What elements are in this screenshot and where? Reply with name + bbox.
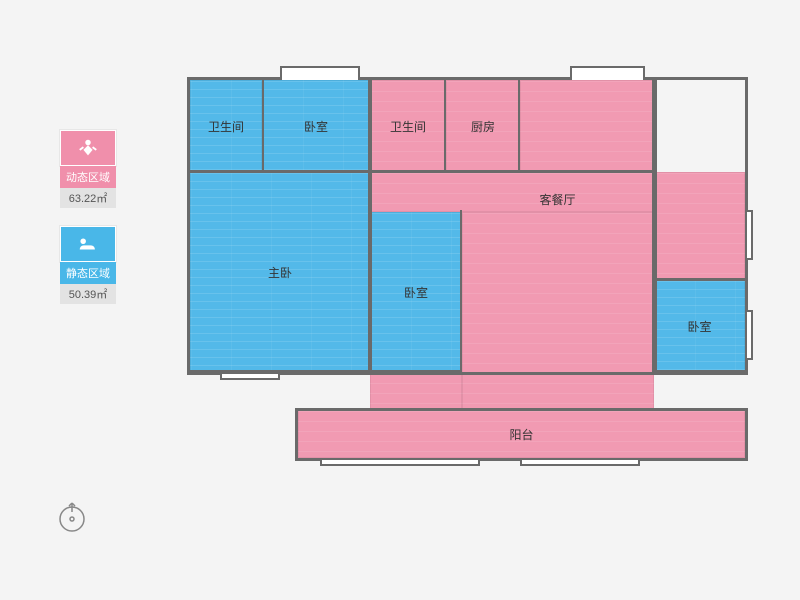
window-right-1 bbox=[745, 310, 753, 360]
wall-6 bbox=[652, 80, 655, 372]
window-bottom-2 bbox=[520, 458, 640, 466]
legend-static-icon bbox=[60, 226, 116, 262]
legend-static-value: 50.39㎡ bbox=[60, 284, 116, 304]
legend-dynamic: 动态区域 63.22㎡ bbox=[60, 130, 116, 208]
room-label-balcony: 阳台 bbox=[509, 426, 533, 443]
legend-static-title: 静态区域 bbox=[60, 262, 116, 284]
window-right-0 bbox=[745, 210, 753, 260]
wall-10 bbox=[298, 408, 745, 411]
room-balcony: 阳台 bbox=[298, 410, 745, 458]
room-label-bath1: 卫生间 bbox=[208, 118, 244, 135]
wall-0 bbox=[444, 80, 446, 172]
wall-1 bbox=[262, 80, 264, 172]
room-right_ext bbox=[654, 172, 745, 280]
top-bump-1 bbox=[570, 66, 645, 80]
top-bump-0 bbox=[280, 66, 360, 80]
wall-5 bbox=[460, 210, 462, 372]
wall-9 bbox=[654, 370, 745, 373]
wall-3 bbox=[518, 80, 520, 172]
room-living2 bbox=[462, 212, 654, 410]
legend-dynamic-value: 63.22㎡ bbox=[60, 188, 116, 208]
room-bath2: 卫生间 bbox=[370, 80, 446, 172]
room-label-bed_tm: 卧室 bbox=[304, 118, 328, 135]
legend-dynamic-icon bbox=[60, 130, 116, 166]
room-kitchen: 厨房 bbox=[446, 80, 520, 172]
compass-icon bbox=[55, 500, 89, 534]
window-bottom-0 bbox=[220, 372, 280, 380]
legend-static: 静态区域 50.39㎡ bbox=[60, 226, 116, 304]
wall-2 bbox=[368, 80, 372, 372]
room-master: 主卧 bbox=[190, 172, 370, 372]
room-bed_tm: 卧室 bbox=[262, 80, 370, 172]
room-bed_mid: 卧室 bbox=[370, 212, 462, 372]
room-label-living: 客餐厅 bbox=[539, 191, 575, 208]
floor-plan: 卫生间卧室卫生间厨房客餐厅主卧卧室卧室阳台 bbox=[190, 80, 745, 500]
wall-7 bbox=[652, 278, 745, 281]
legend: 动态区域 63.22㎡ 静态区域 50.39㎡ bbox=[60, 130, 116, 322]
room-label-bed_r: 卧室 bbox=[687, 318, 711, 335]
room-hall_top bbox=[520, 80, 654, 172]
room-label-master: 主卧 bbox=[268, 264, 292, 281]
room-bed_r: 卧室 bbox=[654, 280, 745, 372]
room-balcony_bridge bbox=[370, 372, 462, 410]
room-bath1: 卫生间 bbox=[190, 80, 262, 172]
room-label-bath2: 卫生间 bbox=[390, 118, 426, 135]
room-label-kitchen: 厨房 bbox=[471, 118, 495, 135]
legend-dynamic-title: 动态区域 bbox=[60, 166, 116, 188]
room-label-bed_mid: 卧室 bbox=[404, 284, 428, 301]
wall-4 bbox=[190, 170, 654, 173]
window-bottom-1 bbox=[320, 458, 480, 466]
